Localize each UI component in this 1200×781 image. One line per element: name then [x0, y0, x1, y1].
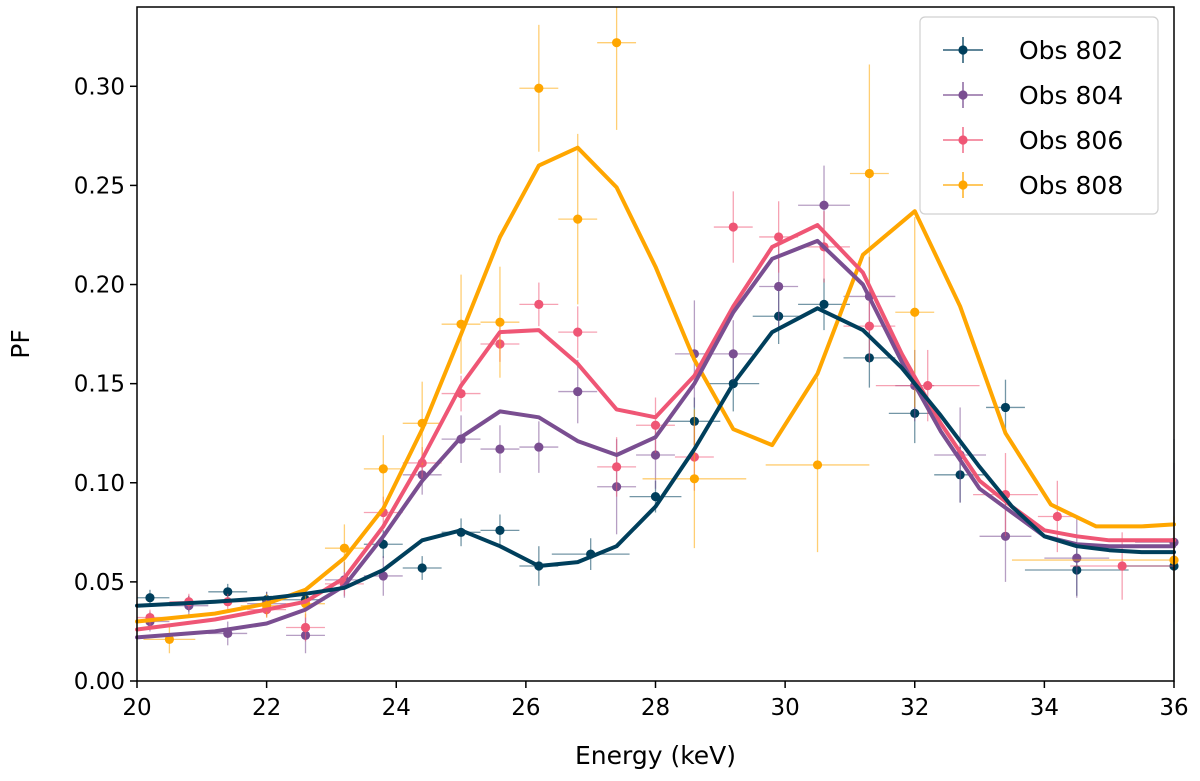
data-point [534, 83, 544, 93]
x-tick-label: 20 [122, 695, 151, 721]
data-point [774, 281, 784, 292]
series-0-model-line [135, 306, 1176, 608]
series-3-model-line [135, 145, 1176, 624]
data-point [495, 317, 505, 327]
data-point [910, 307, 920, 317]
legend-entry: Obs 802 [943, 36, 1123, 65]
y-tick-label: 0.10 [74, 471, 125, 497]
legend-marker [958, 90, 968, 100]
legend: Obs 802 Obs 804 Obs 806 Obs 808 [919, 16, 1159, 215]
legend-label: Obs 802 [1019, 36, 1123, 65]
y-tick-label: 0.25 [74, 173, 125, 199]
legend-label: Obs 806 [1019, 126, 1123, 155]
data-point [812, 460, 823, 470]
legend-entry: Obs 806 [943, 126, 1123, 155]
data-point [650, 420, 661, 430]
legend-marker [958, 180, 968, 190]
x-tick-label: 22 [252, 695, 281, 721]
x-tick-label: 34 [1030, 695, 1059, 721]
data-point [1117, 561, 1127, 571]
plot-data [135, 7, 1179, 681]
x-tick-label: 32 [900, 695, 929, 721]
data-point [573, 386, 583, 397]
y-axis-ticks: 0.00 0.05 0.10 0.15 0.20 0.25 0.30 [74, 74, 137, 695]
y-tick-label: 0.15 [74, 372, 125, 398]
data-point [650, 450, 661, 460]
data-point [1000, 402, 1011, 413]
legend-marker [958, 45, 968, 55]
data-point [573, 214, 583, 224]
data-point [300, 622, 311, 633]
data-point [864, 168, 874, 179]
data-point [774, 232, 784, 242]
y-tick-label: 0.20 [74, 273, 125, 299]
legend-entry: Obs 804 [943, 81, 1123, 110]
y-tick-label: 0.30 [74, 74, 125, 100]
x-tick-label: 24 [382, 695, 411, 721]
data-point [534, 442, 544, 452]
data-point [1052, 511, 1062, 522]
data-point [650, 492, 661, 502]
data-point [819, 299, 829, 309]
data-point [728, 349, 738, 359]
x-tick-label: 28 [641, 695, 670, 721]
data-point [573, 327, 583, 337]
data-point [819, 200, 829, 210]
x-tick-label: 30 [770, 695, 799, 721]
data-point [145, 593, 155, 603]
series-0-points [137, 278, 1179, 681]
legend-label: Obs 808 [1019, 171, 1123, 200]
data-point [612, 462, 622, 472]
data-point [495, 525, 505, 535]
x-axis-label: Energy (keV) [575, 741, 736, 770]
data-point [923, 381, 933, 391]
data-point [495, 444, 505, 454]
data-point [612, 38, 622, 48]
x-tick-label: 36 [1159, 695, 1188, 721]
data-point [378, 571, 388, 581]
series-2-model-line [135, 223, 1176, 632]
y-tick-label: 0.05 [74, 570, 125, 596]
data-point [417, 563, 427, 573]
data-point [1072, 553, 1082, 563]
y-tick-label: 0.00 [74, 669, 125, 695]
legend-label: Obs 804 [1019, 81, 1123, 110]
legend-marker [958, 135, 968, 145]
y-axis-label: PF [6, 329, 35, 358]
data-point [223, 587, 233, 597]
data-point [864, 321, 874, 331]
x-axis-ticks: 20 22 24 26 28 30 32 34 36 [122, 681, 1189, 721]
data-point [378, 464, 388, 474]
legend-box [919, 16, 1159, 215]
legend-entry: Obs 808 [943, 171, 1123, 200]
data-point [689, 474, 699, 484]
data-point [728, 222, 738, 232]
data-point [339, 543, 349, 553]
data-point [534, 299, 544, 309]
x-tick-label: 26 [511, 695, 540, 721]
